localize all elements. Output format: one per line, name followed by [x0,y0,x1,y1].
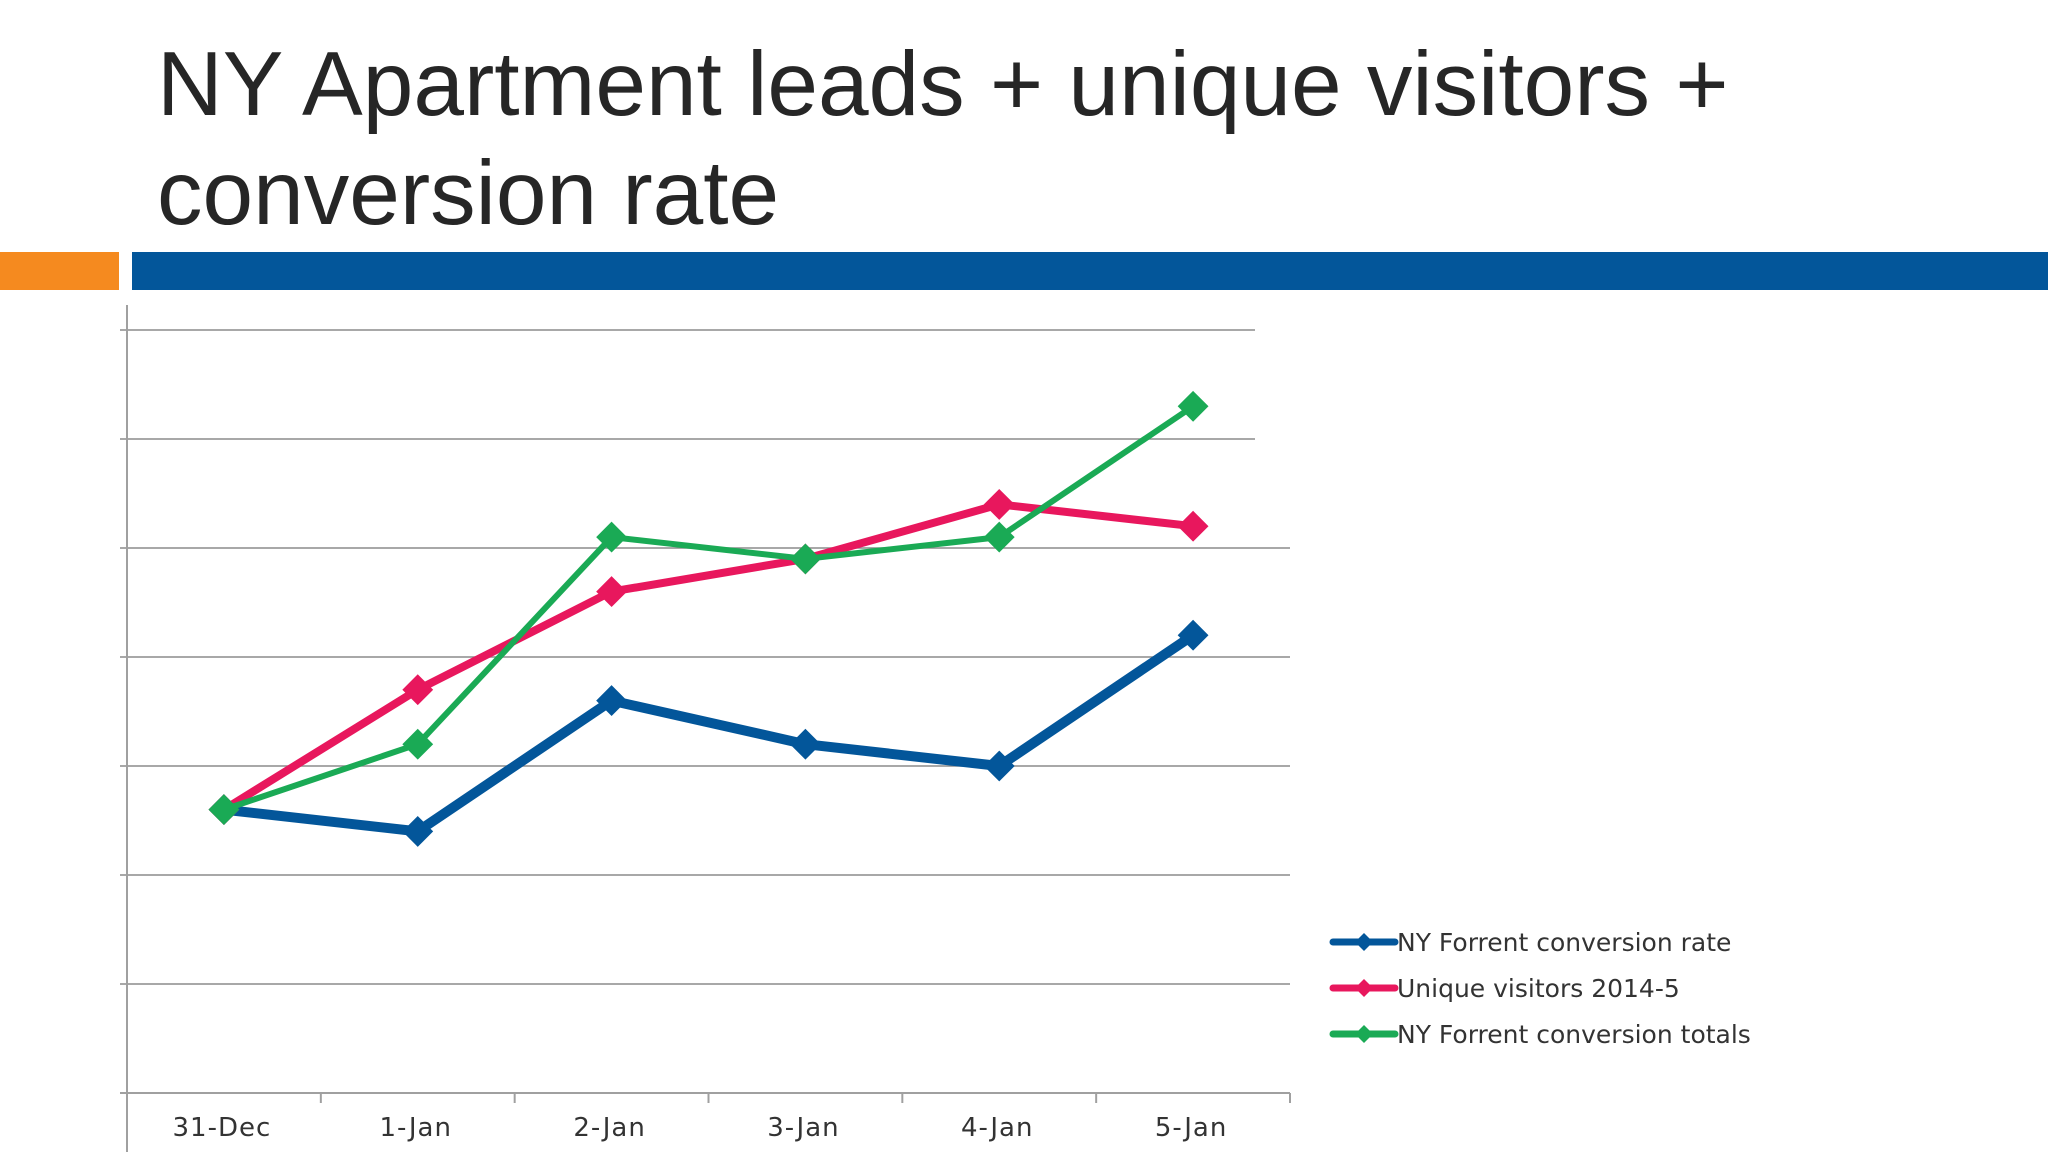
x-tick-label: 5-Jan [1155,1113,1227,1143]
data-point [208,794,240,826]
data-point [983,521,1015,553]
x-tick-label: 3-Jan [767,1113,839,1143]
series-line [219,500,1198,814]
data-point [1177,390,1209,422]
series-1 [208,619,1209,847]
data-point [402,674,434,706]
legend-label: Unique visitors 2014-5 [1397,974,1680,1003]
legend-item: NY Forrent conversion rate [1329,928,1731,957]
chart-gridlines [120,329,1290,985]
legend-label: NY Forrent conversion totals [1397,1020,1751,1049]
x-tick-label: 2-Jan [573,1113,645,1143]
chart-series [208,390,1209,847]
data-point [402,728,434,760]
accent-bar-orange [0,252,119,290]
legend-label: NY Forrent conversion rate [1397,928,1731,957]
data-point [1177,510,1209,542]
data-point [596,576,627,608]
slide-title: NY Apartment leads + unique visitors + c… [157,34,1729,244]
legend-swatch-marker [1355,1025,1373,1043]
data-point [983,750,1015,782]
data-point [983,488,1015,520]
legend-item: NY Forrent conversion totals [1329,1020,1751,1049]
accent-bar-blue [132,252,2048,290]
x-tick-label: 1-Jan [380,1113,452,1143]
data-point [1177,619,1209,651]
data-point [790,543,821,575]
data-point [596,685,627,717]
x-tick-label: 31-Dec [173,1113,272,1143]
x-tick-label: 4-Jan [961,1113,1033,1143]
series-3 [208,390,1209,826]
data-point [596,521,627,553]
chart-axes [120,305,1291,1152]
series-line [218,630,1199,837]
legend-swatch-marker [1355,979,1373,997]
legend-item: Unique visitors 2014-5 [1329,974,1680,1003]
data-point [790,728,821,760]
legend-swatch-marker [1355,933,1373,951]
data-point [402,815,434,847]
chart-x-tick-labels: 31-Dec 1-Jan 2-Jan 3-Jan 4-Jan 5-Jan [173,1113,1227,1143]
chart-legend: NY Forrent conversion rate Unique visitor… [1329,928,1751,1049]
series-line [220,403,1197,813]
